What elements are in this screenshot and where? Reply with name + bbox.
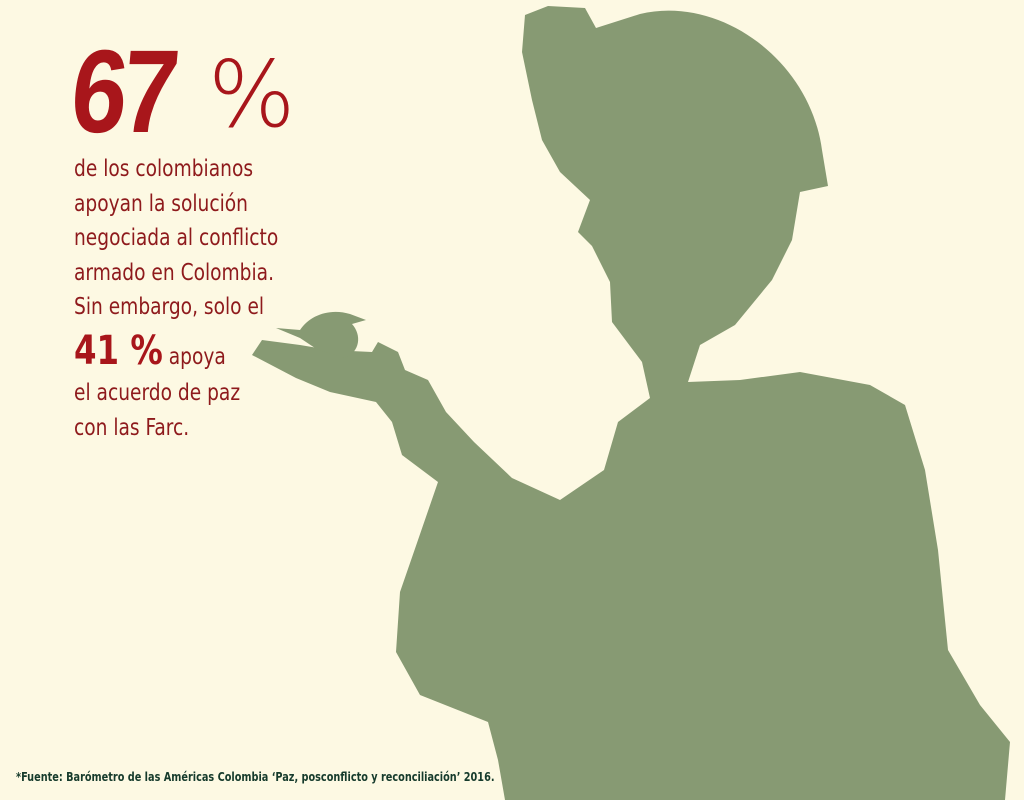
- headline-value: 67: [66, 26, 180, 158]
- text-line: de los colombianos: [74, 156, 254, 182]
- headline-unit: %: [208, 41, 296, 148]
- statement-text: de los colombianos apoyan la solución ne…: [74, 152, 278, 445]
- text-line: armado en Colombia.: [74, 259, 274, 286]
- text-line: Sin embargo, solo el: [74, 294, 265, 320]
- headline-percentage: 67 %: [66, 26, 295, 158]
- highlight-rest: apoya: [162, 343, 226, 370]
- text-line: negociada al conflicto: [74, 225, 279, 251]
- highlight-line: 41 % apoya: [74, 331, 278, 375]
- text-line: apoyan la solución: [74, 190, 248, 217]
- text-line: con las Farc.: [74, 414, 190, 441]
- highlight-value: 41 %: [74, 327, 163, 374]
- bird-icon: [276, 311, 366, 358]
- text-line: el acuerdo de paz: [74, 380, 241, 406]
- source-footnote: *Fuente: Barómetro de las Américas Colom…: [16, 770, 495, 784]
